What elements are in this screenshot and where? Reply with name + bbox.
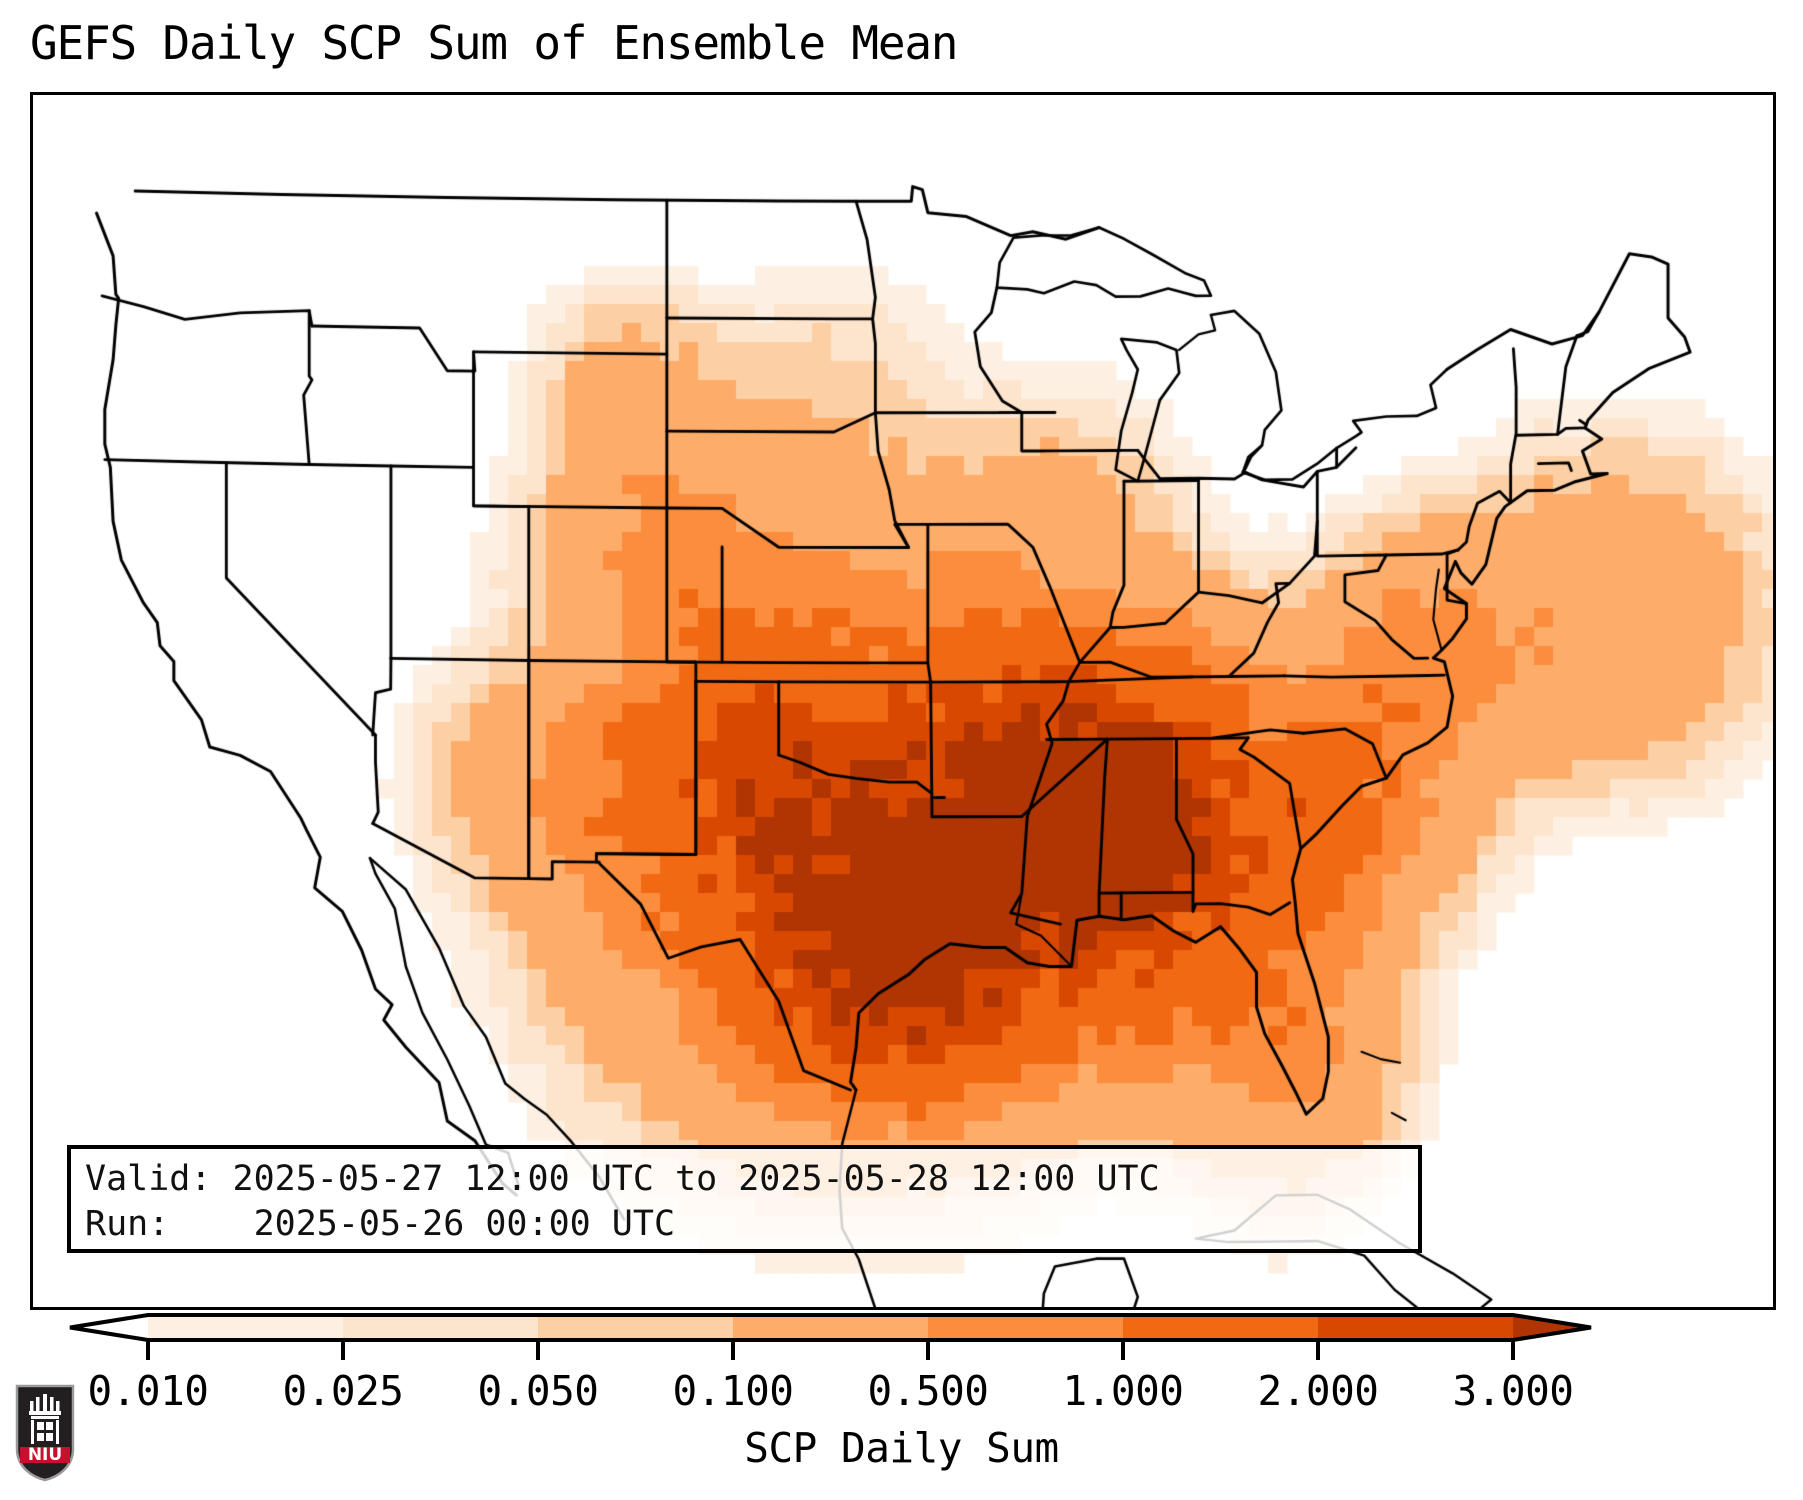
- colorbar-tick-label: 0.500: [867, 1367, 989, 1415]
- colorbar-tick-marks: [146, 1340, 1515, 1360]
- colorbar: [0, 1305, 1803, 1365]
- colorbar-tick-label: 2.000: [1257, 1367, 1379, 1415]
- colorbar-svg: [69, 1313, 1592, 1360]
- colorbar-tick-label: 0.050: [477, 1367, 599, 1415]
- colorbar-band: [1123, 1315, 1319, 1340]
- figure-title: GEFS Daily SCP Sum of Ensemble Mean: [30, 16, 959, 70]
- colorbar-bands: [70, 1315, 1591, 1340]
- map-raster-canvas: [33, 95, 1773, 1307]
- colorbar-under-arrow: [70, 1315, 148, 1340]
- colorbar-border: [69, 1313, 1592, 1342]
- niu-banner: [20, 1447, 70, 1463]
- colorbar-over-arrow: [1513, 1315, 1591, 1340]
- colorbar-tick-label: 0.010: [87, 1367, 209, 1415]
- castle-tower-glyph: [29, 1394, 61, 1444]
- colorbar-axis-label: SCP Daily Sum: [744, 1424, 1059, 1472]
- niu-shield-icon: NIU: [15, 1384, 75, 1482]
- colorbar-band: [538, 1315, 734, 1340]
- valid-time-line: Valid: 2025-05-27 12:00 UTC to 2025-05-2…: [85, 1159, 1160, 1199]
- colorbar-tick-label: 3.000: [1452, 1367, 1574, 1415]
- colorbar-band: [148, 1315, 344, 1340]
- colorbar-tick-labels: 0.010 0.025 0.050 0.100 0.500 1.000 2.000 3.000: [0, 1368, 1803, 1418]
- colorbar-tick-label: 1.000: [1062, 1367, 1184, 1415]
- valid-run-info-box: Valid: 2025-05-27 12:00 UTC to 2025-05-2…: [67, 1145, 1422, 1253]
- niu-wordmark: NIU: [28, 1445, 62, 1465]
- run-time-line: Run: 2025-05-26 00:00 UTC: [85, 1204, 676, 1244]
- colorbar-band: [1318, 1315, 1514, 1340]
- colorbar-band: [733, 1315, 929, 1340]
- colorbar-band: [343, 1315, 539, 1340]
- colorbar-band: [928, 1315, 1124, 1340]
- colorbar-tick-label: 0.100: [672, 1367, 794, 1415]
- colorbar-outline: [69, 1313, 1592, 1342]
- colorbar-tick-label: 0.025: [282, 1367, 404, 1415]
- map-panel: Valid: 2025-05-27 12:00 UTC to 2025-05-2…: [30, 92, 1776, 1310]
- niu-logo: NIU: [14, 1383, 76, 1483]
